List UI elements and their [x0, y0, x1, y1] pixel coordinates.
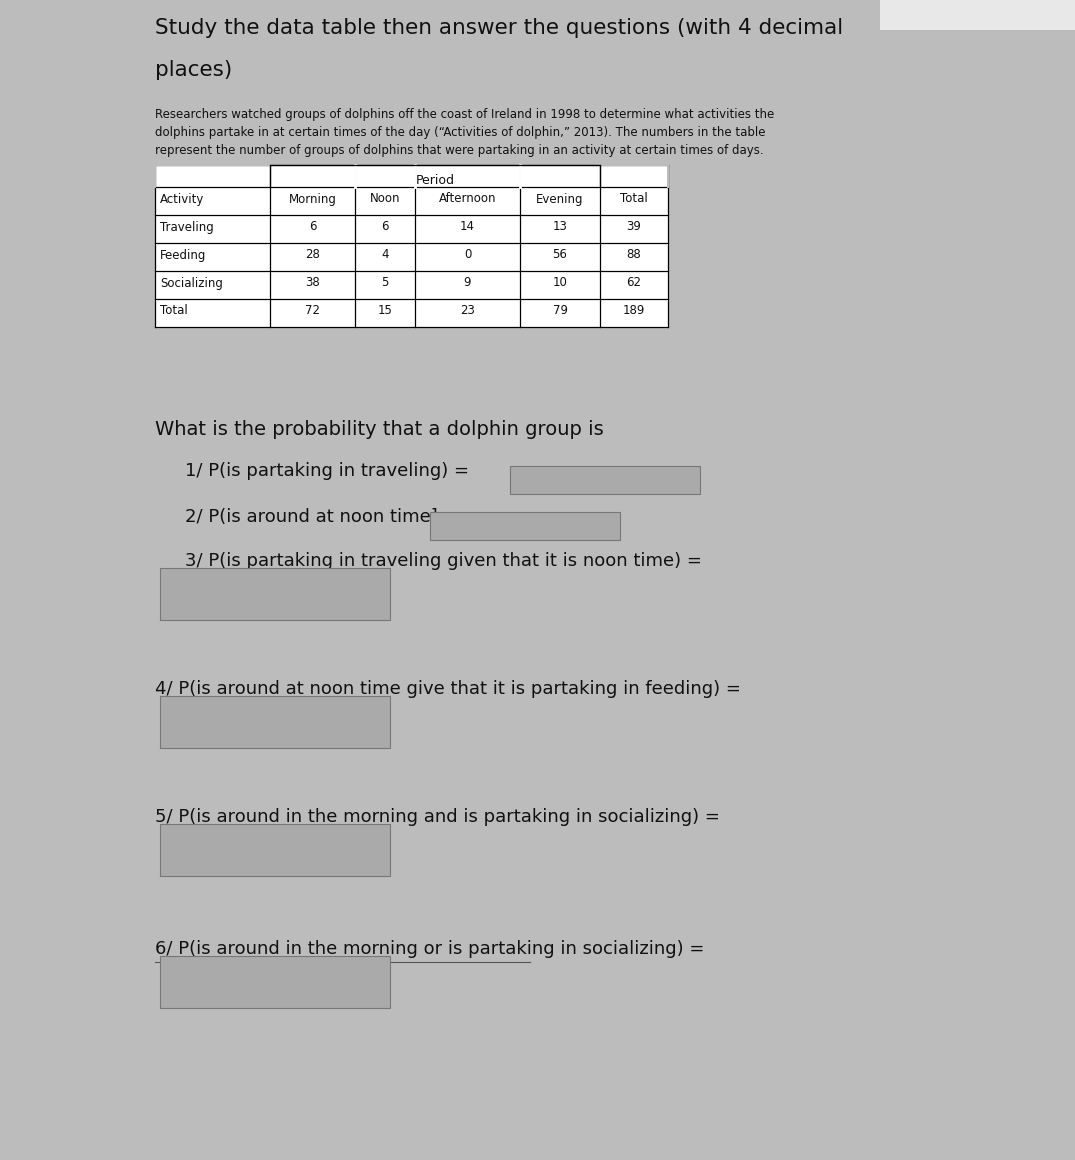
Bar: [430, 512, 620, 541]
Text: Afternoon: Afternoon: [439, 193, 497, 205]
Text: Activity: Activity: [160, 193, 204, 205]
Text: 6: 6: [382, 220, 389, 233]
Text: 88: 88: [627, 248, 642, 261]
Text: 4/ P(is around at noon time give that it is partaking in feeding) =: 4/ P(is around at noon time give that it…: [155, 680, 741, 698]
Text: 5/ P(is around in the morning and is partaking in socializing) =: 5/ P(is around in the morning and is par…: [155, 809, 720, 826]
Text: Total: Total: [160, 304, 188, 318]
Text: 6: 6: [309, 220, 316, 233]
Text: 56: 56: [553, 248, 568, 261]
Text: 39: 39: [627, 220, 642, 233]
Text: Study the data table then answer the questions (with 4 decimal: Study the data table then answer the que…: [155, 19, 843, 38]
Text: Researchers watched groups of dolphins off the coast of Ireland in 1998 to deter: Researchers watched groups of dolphins o…: [155, 108, 774, 121]
Bar: [880, 0, 1075, 30]
Text: dolphins partake in at certain times of the day (“Activities of dolphin,” 2013).: dolphins partake in at certain times of …: [155, 126, 765, 139]
Text: 3/ P(is partaking in traveling given that it is noon time) =: 3/ P(is partaking in traveling given tha…: [185, 552, 702, 570]
Text: Evening: Evening: [536, 193, 584, 205]
Bar: [160, 568, 390, 619]
Text: 28: 28: [305, 248, 320, 261]
Text: 14: 14: [460, 220, 475, 233]
Text: 189: 189: [622, 304, 645, 318]
Bar: [155, 165, 668, 327]
Text: 62: 62: [627, 276, 642, 290]
Text: 0: 0: [463, 248, 471, 261]
Text: 13: 13: [553, 220, 568, 233]
Text: 79: 79: [553, 304, 568, 318]
Text: 23: 23: [460, 304, 475, 318]
Text: places): places): [155, 60, 232, 80]
Text: Feeding: Feeding: [160, 248, 206, 261]
Text: 5: 5: [382, 276, 389, 290]
Bar: [160, 956, 390, 1008]
Text: Socializing: Socializing: [160, 276, 223, 290]
Bar: [160, 696, 390, 748]
Text: 1/ P(is partaking in traveling) =: 1/ P(is partaking in traveling) =: [185, 462, 469, 480]
Text: Morning: Morning: [288, 193, 336, 205]
Text: Period: Period: [416, 174, 455, 187]
Text: 72: 72: [305, 304, 320, 318]
Text: Total: Total: [620, 193, 648, 205]
Text: 4: 4: [382, 248, 389, 261]
Text: What is the probability that a dolphin group is: What is the probability that a dolphin g…: [155, 420, 604, 438]
Bar: [510, 466, 700, 494]
Text: 9: 9: [463, 276, 471, 290]
Text: represent the number of groups of dolphins that were partaking in an activity at: represent the number of groups of dolphi…: [155, 144, 763, 157]
Text: 2/ P(is around at noon time] =: 2/ P(is around at noon time] =: [185, 508, 459, 525]
Bar: [160, 824, 390, 876]
Text: Noon: Noon: [370, 193, 400, 205]
Text: Traveling: Traveling: [160, 220, 214, 233]
Text: 38: 38: [305, 276, 320, 290]
Text: 15: 15: [377, 304, 392, 318]
Text: 6/ P(is around in the morning or is partaking in socializing) =: 6/ P(is around in the morning or is part…: [155, 940, 704, 958]
Text: 10: 10: [553, 276, 568, 290]
